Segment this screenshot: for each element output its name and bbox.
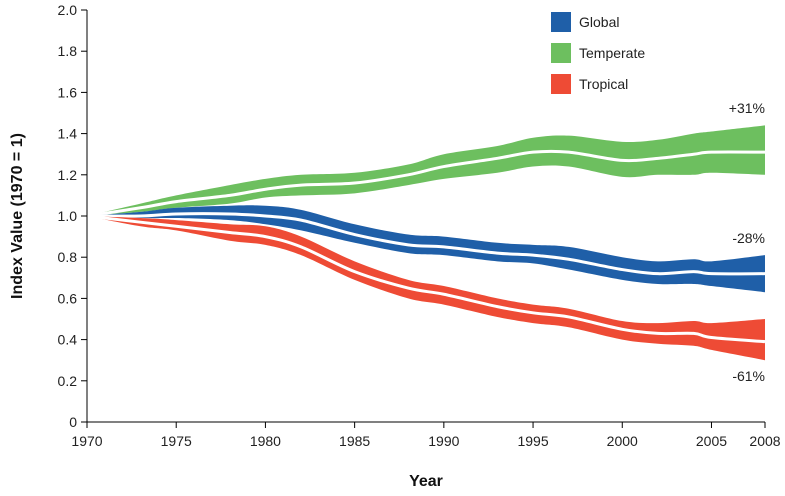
y-axis-ticks: 0 0.2 0.4 0.6 0.8 1.0 1.2 1.4 1.6 1.8 2.0 — [58, 2, 87, 430]
change-annotation: -28% — [732, 230, 765, 246]
x-tick-label: 1975 — [161, 433, 192, 449]
series-bands — [86, 125, 766, 361]
legend-swatch-global — [551, 12, 571, 32]
centerline-tropical — [86, 214, 766, 344]
centerline-temperate — [86, 149, 766, 218]
x-tick-label: 2005 — [696, 433, 727, 449]
legend-swatch-temperate — [551, 43, 571, 63]
y-tick-label: 1.0 — [58, 208, 78, 224]
x-tick-label: 2000 — [607, 433, 638, 449]
legend-swatch-tropical — [551, 74, 571, 94]
x-tick-label: 1980 — [250, 433, 281, 449]
legend-label-temperate: Temperate — [579, 45, 645, 61]
x-axis-ticks: 1970 1975 1980 1985 1990 1995 2000 2005 2008 — [71, 422, 781, 449]
y-tick-label: 0 — [69, 414, 77, 430]
y-tick-label: 1.4 — [58, 126, 78, 142]
y-axis-title: Index Value (1970 = 1) — [9, 133, 26, 299]
y-tick-label: 0.4 — [58, 332, 78, 348]
y-tick-label: 2.0 — [58, 2, 78, 18]
band-global — [87, 205, 765, 293]
y-tick-label: 1.2 — [58, 167, 78, 183]
centerline-global — [86, 212, 766, 276]
x-tick-label: 1970 — [71, 433, 102, 449]
annotations: +31% -28% -61% — [729, 100, 765, 384]
x-tick-label: 1985 — [339, 433, 370, 449]
y-tick-label: 1.6 — [58, 84, 78, 100]
change-annotation: -61% — [732, 368, 765, 384]
x-tick-label: 2008 — [749, 433, 780, 449]
y-tick-label: 0.8 — [58, 249, 78, 265]
y-tick-label: 0.2 — [58, 373, 78, 389]
legend-label-tropical: Tropical — [579, 76, 628, 92]
x-tick-label: 1995 — [517, 433, 548, 449]
legend-label-global: Global — [579, 14, 619, 30]
change-annotation: +31% — [729, 100, 765, 116]
x-tick-label: 1990 — [428, 433, 459, 449]
legend: Global Temperate Tropical — [551, 12, 645, 94]
y-tick-label: 1.8 — [58, 43, 78, 59]
y-tick-label: 0.6 — [58, 290, 78, 306]
x-axis-title: Year — [409, 473, 443, 490]
